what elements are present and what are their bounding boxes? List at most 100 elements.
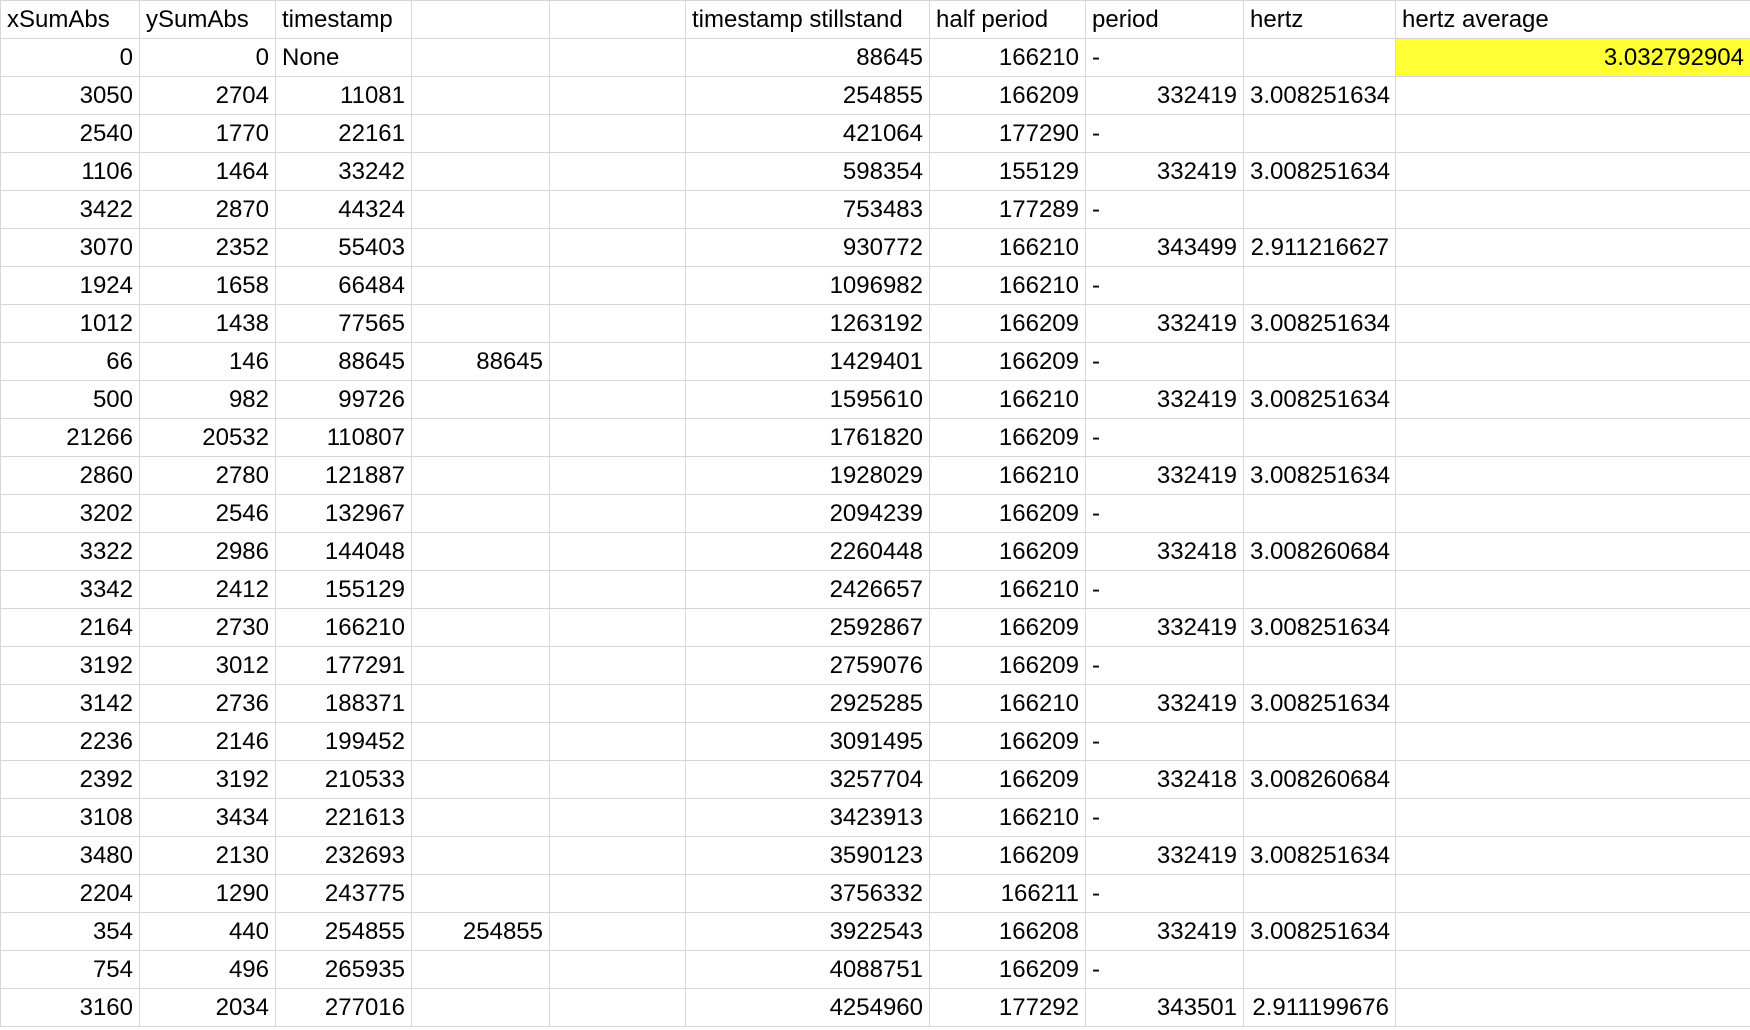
cell-col-d[interactable]: 88645: [411, 342, 550, 381]
column-header-hertz[interactable]: hertz: [1243, 0, 1396, 39]
cell-hertz[interactable]: 3.008251634: [1243, 836, 1396, 875]
cell-timestamp[interactable]: 177291: [275, 646, 412, 685]
cell-hertz[interactable]: 3.008251634: [1243, 380, 1396, 419]
cell-col-d[interactable]: [411, 38, 550, 77]
cell-col-d[interactable]: [411, 836, 550, 875]
cell-period[interactable]: -: [1085, 38, 1244, 77]
cell-col-d[interactable]: [411, 76, 550, 115]
cell-timestamp-stillstand[interactable]: 3257704: [685, 760, 930, 799]
cell-hertz-average[interactable]: [1395, 646, 1750, 685]
cell-timestamp-stillstand[interactable]: 3423913: [685, 798, 930, 837]
column-header-half-period[interactable]: half period: [929, 0, 1086, 39]
cell-timestamp-stillstand[interactable]: 4088751: [685, 950, 930, 989]
cell-hertz[interactable]: 3.008251634: [1243, 912, 1396, 951]
cell-ysumabs[interactable]: 2546: [139, 494, 276, 533]
cell-ysumabs[interactable]: 1290: [139, 874, 276, 913]
cell-xsumabs[interactable]: 3422: [0, 190, 140, 229]
cell-timestamp[interactable]: 188371: [275, 684, 412, 723]
cell-timestamp[interactable]: 33242: [275, 152, 412, 191]
cell-hertz-average[interactable]: [1395, 608, 1750, 647]
cell-col-e[interactable]: [549, 418, 686, 457]
cell-half-period[interactable]: 155129: [929, 152, 1086, 191]
cell-ysumabs[interactable]: 0: [139, 38, 276, 77]
cell-col-d[interactable]: [411, 152, 550, 191]
column-header-hertz-average[interactable]: hertz average: [1395, 0, 1750, 39]
cell-timestamp[interactable]: 277016: [275, 988, 412, 1027]
cell-hertz-average[interactable]: [1395, 570, 1750, 609]
cell-timestamp-stillstand[interactable]: 2925285: [685, 684, 930, 723]
cell-col-e[interactable]: [549, 152, 686, 191]
cell-ysumabs[interactable]: 2736: [139, 684, 276, 723]
cell-hertz-average[interactable]: [1395, 228, 1750, 267]
column-header-timestamp[interactable]: timestamp: [275, 0, 412, 39]
cell-col-e[interactable]: [549, 836, 686, 875]
cell-period[interactable]: -: [1085, 494, 1244, 533]
cell-hertz[interactable]: 3.008251634: [1243, 456, 1396, 495]
cell-half-period[interactable]: 166210: [929, 38, 1086, 77]
cell-ysumabs[interactable]: 3434: [139, 798, 276, 837]
cell-col-e[interactable]: [549, 304, 686, 343]
cell-xsumabs[interactable]: 2236: [0, 722, 140, 761]
cell-hertz[interactable]: [1243, 190, 1396, 229]
cell-ysumabs[interactable]: 440: [139, 912, 276, 951]
cell-timestamp-stillstand[interactable]: 254855: [685, 76, 930, 115]
cell-timestamp[interactable]: 66484: [275, 266, 412, 305]
cell-period[interactable]: 332419: [1085, 380, 1244, 419]
cell-col-e[interactable]: [549, 570, 686, 609]
cell-col-e[interactable]: [549, 988, 686, 1027]
cell-xsumabs[interactable]: 0: [0, 38, 140, 77]
cell-timestamp-stillstand[interactable]: 4254960: [685, 988, 930, 1027]
cell-col-d[interactable]: [411, 532, 550, 571]
cell-hertz[interactable]: [1243, 950, 1396, 989]
cell-half-period[interactable]: 166209: [929, 532, 1086, 571]
cell-col-d[interactable]: [411, 456, 550, 495]
cell-col-d[interactable]: [411, 608, 550, 647]
cell-xsumabs[interactable]: 1924: [0, 266, 140, 305]
cell-col-d[interactable]: [411, 988, 550, 1027]
cell-period[interactable]: -: [1085, 190, 1244, 229]
cell-half-period[interactable]: 166209: [929, 722, 1086, 761]
cell-col-e[interactable]: [549, 684, 686, 723]
cell-period[interactable]: -: [1085, 114, 1244, 153]
cell-half-period[interactable]: 177289: [929, 190, 1086, 229]
cell-period[interactable]: 332419: [1085, 608, 1244, 647]
cell-period[interactable]: 343501: [1085, 988, 1244, 1027]
cell-timestamp[interactable]: 232693: [275, 836, 412, 875]
cell-xsumabs[interactable]: 3202: [0, 494, 140, 533]
cell-xsumabs[interactable]: 500: [0, 380, 140, 419]
cell-half-period[interactable]: 166209: [929, 760, 1086, 799]
cell-col-e[interactable]: [549, 950, 686, 989]
cell-half-period[interactable]: 166210: [929, 380, 1086, 419]
cell-half-period[interactable]: 166208: [929, 912, 1086, 951]
cell-half-period[interactable]: 166211: [929, 874, 1086, 913]
cell-col-d[interactable]: [411, 114, 550, 153]
cell-timestamp[interactable]: 254855: [275, 912, 412, 951]
cell-period[interactable]: -: [1085, 418, 1244, 457]
cell-ysumabs[interactable]: 2412: [139, 570, 276, 609]
column-header-xsumabs[interactable]: xSumAbs: [0, 0, 140, 39]
cell-period[interactable]: -: [1085, 722, 1244, 761]
cell-col-d[interactable]: [411, 266, 550, 305]
cell-timestamp[interactable]: 210533: [275, 760, 412, 799]
cell-col-e[interactable]: [549, 798, 686, 837]
cell-col-e[interactable]: [549, 912, 686, 951]
cell-period[interactable]: 332419: [1085, 836, 1244, 875]
cell-hertz[interactable]: [1243, 114, 1396, 153]
column-header-timestamp-stillstand[interactable]: timestamp stillstand: [685, 0, 930, 39]
cell-timestamp[interactable]: 44324: [275, 190, 412, 229]
cell-col-e[interactable]: [549, 532, 686, 571]
cell-hertz[interactable]: [1243, 722, 1396, 761]
cell-hertz-average[interactable]: [1395, 380, 1750, 419]
cell-hertz-average-highlighted[interactable]: 3.032792904: [1395, 38, 1750, 77]
cell-hertz-average[interactable]: [1395, 114, 1750, 153]
cell-col-e[interactable]: [549, 342, 686, 381]
cell-period[interactable]: 332419: [1085, 304, 1244, 343]
cell-ysumabs[interactable]: 146: [139, 342, 276, 381]
cell-hertz-average[interactable]: [1395, 342, 1750, 381]
cell-hertz[interactable]: 3.008251634: [1243, 152, 1396, 191]
cell-hertz[interactable]: 3.008260684: [1243, 760, 1396, 799]
cell-col-e[interactable]: [549, 456, 686, 495]
cell-hertz[interactable]: [1243, 874, 1396, 913]
cell-hertz[interactable]: [1243, 570, 1396, 609]
cell-half-period[interactable]: 166209: [929, 304, 1086, 343]
